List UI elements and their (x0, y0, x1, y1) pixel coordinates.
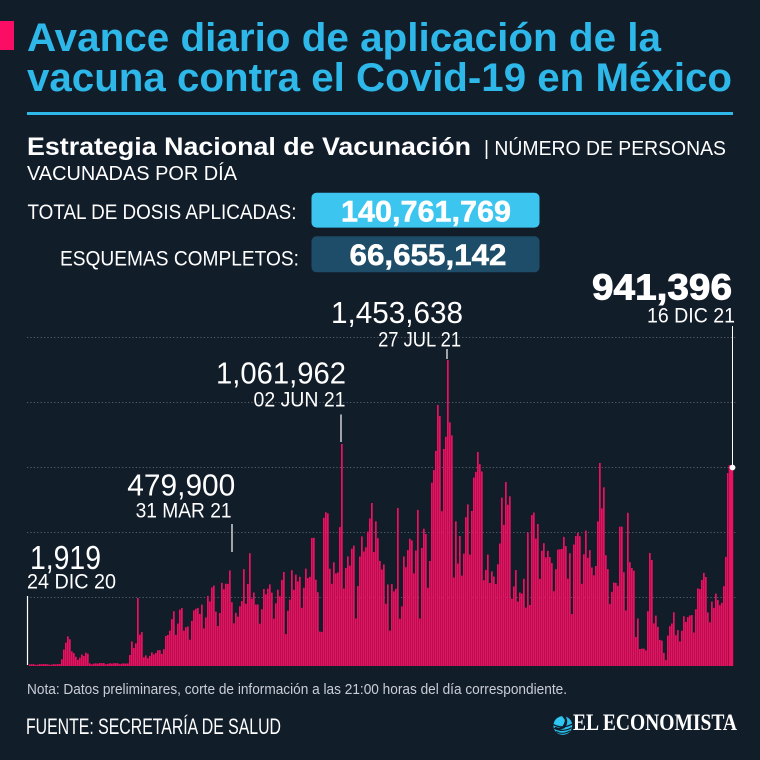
svg-text:31 MAR 21: 31 MAR 21 (136, 500, 232, 523)
svg-text:vacuna contra el Covid-19 en M: vacuna contra el Covid-19 en México (27, 56, 732, 100)
svg-text:Estrategia Nacional de Vacunac: Estrategia Nacional de Vacunación (27, 133, 471, 161)
svg-text:ESQUEMAS COMPLETOS:: ESQUEMAS COMPLETOS: (60, 248, 299, 271)
svg-text:1,919: 1,919 (30, 539, 101, 576)
svg-text:27 JUL 21: 27 JUL 21 (378, 329, 461, 352)
svg-text:EL ECONOMISTA: EL ECONOMISTA (573, 710, 737, 735)
svg-text:66,655,142: 66,655,142 (350, 239, 507, 272)
svg-text:| NÚMERO DE PERSONAS: | NÚMERO DE PERSONAS (484, 137, 726, 160)
svg-text:941,396: 941,396 (592, 267, 732, 308)
svg-text:Nota: Datos preliminares, cort: Nota: Datos preliminares, corte de infor… (27, 681, 567, 698)
svg-text:479,900: 479,900 (127, 468, 235, 503)
svg-text:16 DIC 21: 16 DIC 21 (647, 304, 735, 327)
svg-text:VACUNADAS POR DÍA: VACUNADAS POR DÍA (27, 162, 238, 185)
svg-text:140,761,769: 140,761,769 (341, 196, 511, 229)
svg-text:1,453,638: 1,453,638 (331, 295, 463, 330)
svg-text:FUENTE: SECRETARÍA DE SALUD: FUENTE: SECRETARÍA DE SALUD (26, 714, 281, 739)
svg-text:24 DIC 20: 24 DIC 20 (27, 571, 116, 594)
svg-text:02 JUN 21: 02 JUN 21 (254, 389, 346, 412)
svg-text:1,061,962: 1,061,962 (216, 356, 346, 391)
svg-text:TOTAL DE DOSIS APLICADAS:: TOTAL DE DOSIS APLICADAS: (28, 201, 297, 224)
svg-text:Avance diario de aplicación de: Avance diario de aplicación de la (27, 16, 662, 60)
